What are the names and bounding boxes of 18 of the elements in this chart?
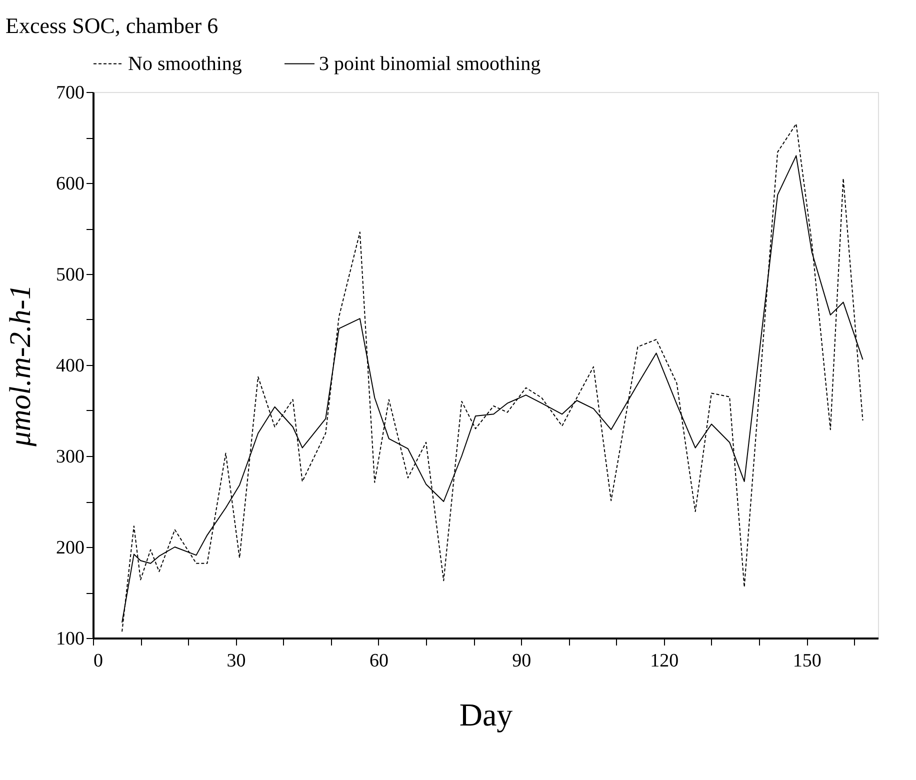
x-tick-label: 60 — [369, 650, 388, 672]
legend-label: No smoothing — [128, 52, 242, 75]
x-tick-label: 120 — [650, 650, 679, 672]
x-tick-label: 150 — [792, 650, 822, 672]
y-tick-label: 300 — [56, 446, 84, 468]
legend-label: 3 point binomial smoothing — [319, 52, 541, 75]
y-tick-label: 200 — [56, 538, 84, 558]
y-axis-title: μmol.m-2.h-1 — [4, 284, 37, 448]
x-tick-label: 90 — [512, 650, 532, 672]
y-tick-label: 500 — [56, 264, 84, 286]
y-tick-label: 700 — [56, 82, 84, 104]
y-tick-label: 600 — [56, 174, 84, 194]
chart-title: Excess SOC, chamber 6 — [6, 13, 218, 38]
x-axis-title: Day — [459, 696, 513, 732]
y-tick-label: 400 — [56, 356, 84, 376]
x-tick-label: 0 — [94, 650, 103, 672]
y-tick-label: 100 — [56, 628, 84, 650]
x-tick-label: 30 — [226, 650, 246, 672]
